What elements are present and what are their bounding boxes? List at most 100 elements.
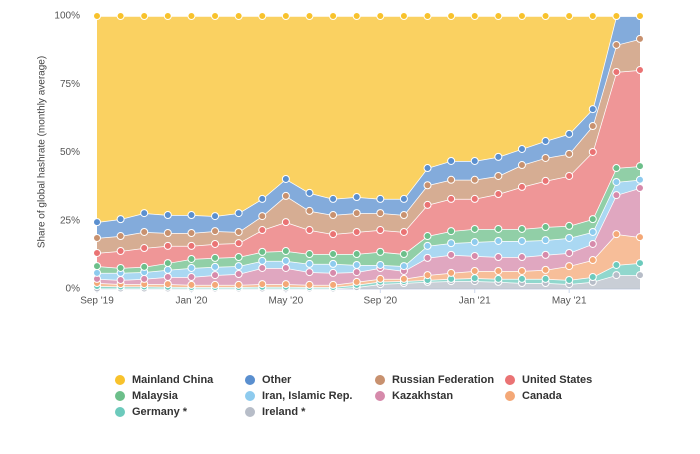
point <box>636 12 644 20</box>
point <box>612 164 621 173</box>
point <box>352 260 361 269</box>
point <box>329 194 338 203</box>
legend-marker[interactable] <box>115 375 125 385</box>
point <box>494 171 503 180</box>
point <box>140 227 149 236</box>
y-tick-label: 0% <box>66 284 81 295</box>
point <box>588 272 597 281</box>
legend-marker[interactable] <box>505 375 515 385</box>
point <box>423 181 432 190</box>
point <box>565 275 574 284</box>
point <box>211 239 220 248</box>
point <box>305 259 314 268</box>
legend-label[interactable]: Canada <box>522 390 563 402</box>
point <box>258 12 267 20</box>
point <box>187 263 196 272</box>
point <box>565 171 574 180</box>
point <box>423 200 432 209</box>
x-tick-label: Jan '21 <box>459 296 491 307</box>
point <box>234 269 243 278</box>
point <box>305 280 314 289</box>
point <box>588 256 597 265</box>
legend-marker[interactable] <box>245 407 255 417</box>
legend-label[interactable]: Ireland * <box>262 406 306 418</box>
point <box>447 194 456 203</box>
point <box>470 156 479 165</box>
point <box>399 12 408 20</box>
point <box>565 262 574 271</box>
legend-marker[interactable] <box>115 391 125 401</box>
legend-marker[interactable] <box>245 375 255 385</box>
point <box>447 12 456 20</box>
point <box>376 209 385 218</box>
point <box>281 247 290 256</box>
point <box>305 206 314 215</box>
point <box>376 260 385 269</box>
y-tick-label: 50% <box>60 147 80 158</box>
point <box>447 175 456 184</box>
point <box>305 250 314 259</box>
point <box>517 182 526 191</box>
point <box>447 227 456 236</box>
point <box>470 175 479 184</box>
point <box>588 147 597 156</box>
legend-label[interactable]: Other <box>262 374 292 386</box>
legend-label[interactable]: Mainland China <box>132 374 214 386</box>
point <box>399 262 408 271</box>
point <box>517 144 526 153</box>
point <box>329 250 338 259</box>
legend-label[interactable]: Iran, Islamic Rep. <box>262 390 352 402</box>
legend-label[interactable]: Kazakhstan <box>392 390 453 402</box>
point <box>211 253 220 262</box>
point <box>211 212 220 221</box>
x-tick-label: May '20 <box>269 296 304 307</box>
point <box>612 230 621 239</box>
point <box>423 271 432 280</box>
point <box>329 12 338 20</box>
legend-label[interactable]: Russian Federation <box>392 374 494 386</box>
point <box>258 256 267 265</box>
point <box>187 229 196 238</box>
point <box>234 227 243 236</box>
point <box>281 12 290 20</box>
point <box>470 274 479 283</box>
point <box>399 274 408 283</box>
point <box>541 137 550 146</box>
point <box>140 12 149 20</box>
legend-marker[interactable] <box>245 391 255 401</box>
legend-label[interactable]: Germany * <box>132 406 188 418</box>
point <box>234 12 243 20</box>
point <box>187 211 196 220</box>
legend-marker[interactable] <box>375 391 385 401</box>
x-tick-label: Sep '19 <box>80 296 114 307</box>
legend-marker[interactable] <box>375 375 385 385</box>
legend-marker[interactable] <box>505 391 515 401</box>
point <box>517 266 526 275</box>
point <box>352 277 361 286</box>
legend-label[interactable]: Malaysia <box>132 390 179 402</box>
point <box>541 223 550 232</box>
point <box>163 265 172 274</box>
point <box>187 254 196 263</box>
y-tick-label: 25% <box>60 215 80 226</box>
point <box>423 253 432 262</box>
point <box>494 12 503 20</box>
point <box>423 232 432 241</box>
point <box>281 191 290 200</box>
point <box>140 274 149 283</box>
legend-marker[interactable] <box>115 407 125 417</box>
point <box>517 253 526 262</box>
point <box>565 129 574 138</box>
point <box>636 233 644 242</box>
point <box>447 250 456 259</box>
point <box>116 247 125 256</box>
point <box>612 271 621 280</box>
point <box>187 12 196 20</box>
point <box>636 66 644 75</box>
point <box>588 105 597 114</box>
point <box>187 241 196 250</box>
point <box>565 248 574 257</box>
y-tick-label: 75% <box>60 79 80 90</box>
point <box>163 259 172 268</box>
legend-label[interactable]: United States <box>522 374 592 386</box>
